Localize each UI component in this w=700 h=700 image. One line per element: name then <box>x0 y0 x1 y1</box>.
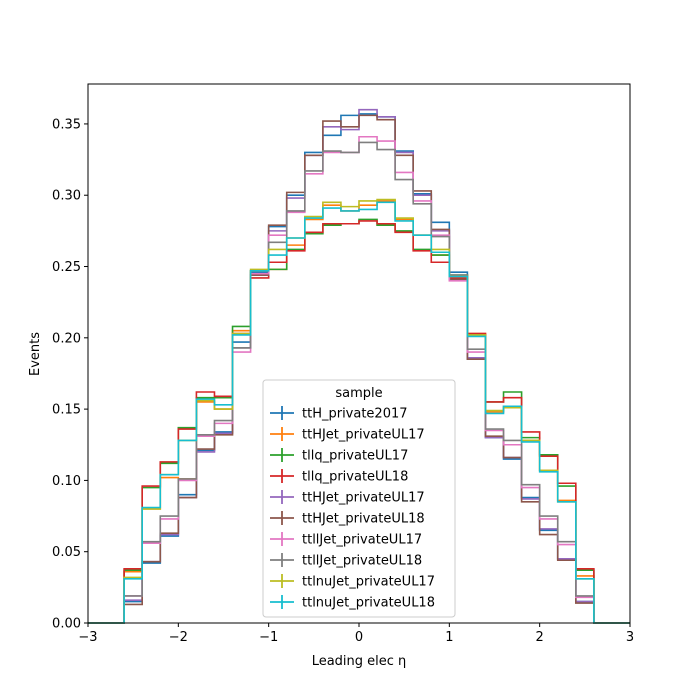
x-axis-label: Leading elec η <box>312 654 407 669</box>
x-tick-label: −3 <box>78 630 97 645</box>
legend-entry-label: ttllJet_privateUL18 <box>302 554 422 569</box>
y-tick-label: 0.25 <box>52 260 81 275</box>
y-axis: 0.00 0.05 0.10 0.15 0.20 0.25 0.30 0.35 <box>52 117 88 632</box>
series-line-10 <box>88 201 630 624</box>
legend-box <box>262 379 456 618</box>
y-tick-label: 0.10 <box>52 474 81 489</box>
legend-entry-label: ttHJet_privateUL17 <box>302 491 425 506</box>
series-layer <box>88 108 630 624</box>
y-axis-label: Events <box>28 332 43 376</box>
legend-entry-label: ttH_private2017 <box>302 407 408 422</box>
legend: sample ttH_private2017 ttHJet_privateUL17… <box>262 379 456 618</box>
legend-entry-label: ttlnuJet_privateUL17 <box>302 575 435 590</box>
x-tick-label: −2 <box>169 630 188 645</box>
legend-entry-label: tllq_privateUL18 <box>302 470 408 485</box>
legend-entry-label: ttHJet_privateUL18 <box>302 512 425 527</box>
legend-entry-label: tllq_privateUL17 <box>302 449 408 464</box>
x-tick-label: 0 <box>355 630 363 645</box>
y-tick-label: 0.00 <box>52 617 81 632</box>
series-line-4 <box>88 220 630 624</box>
legend-entry-label: ttHJet_privateUL17 <box>302 428 425 443</box>
series-line-6 <box>88 114 630 624</box>
series-line-7 <box>88 135 630 624</box>
series-line-3 <box>88 218 630 624</box>
y-tick-label: 0.15 <box>52 403 81 418</box>
y-tick-label: 0.20 <box>52 331 81 346</box>
legend-entry-label: ttllJet_privateUL17 <box>302 533 422 548</box>
x-tick-label: 1 <box>445 630 453 645</box>
y-tick-label: 0.35 <box>52 117 81 132</box>
x-axis: −3 −2 −1 0 1 2 3 <box>78 623 634 645</box>
x-tick-label: −1 <box>259 630 278 645</box>
y-tick-label: 0.05 <box>52 545 81 560</box>
x-tick-label: 2 <box>536 630 544 645</box>
y-tick-label: 0.30 <box>52 189 81 204</box>
legend-entry-label: ttlnuJet_privateUL18 <box>302 596 435 611</box>
x-tick-label: 3 <box>626 630 634 645</box>
series-line-8 <box>88 141 630 624</box>
legend-title: sample <box>335 386 382 401</box>
